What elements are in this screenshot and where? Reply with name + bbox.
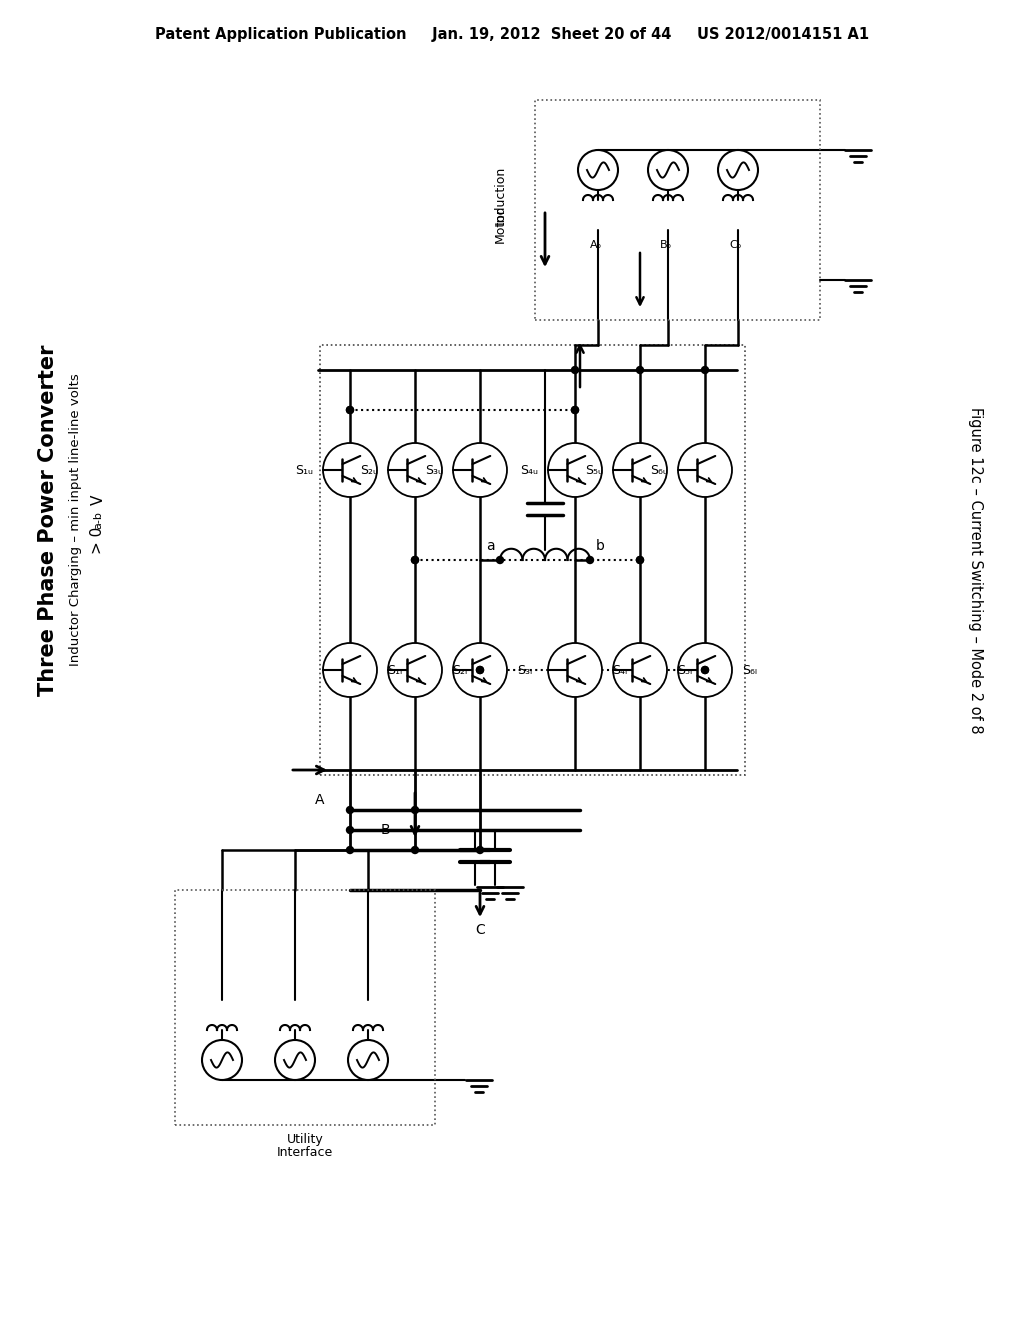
Text: S₆ᵤ: S₆ᵤ — [650, 463, 668, 477]
Text: S₄ᵤ: S₄ᵤ — [520, 463, 538, 477]
Circle shape — [388, 444, 442, 498]
Text: a: a — [485, 539, 495, 553]
Circle shape — [412, 807, 419, 813]
Circle shape — [202, 1040, 242, 1080]
Circle shape — [701, 367, 709, 374]
Circle shape — [701, 667, 709, 673]
Circle shape — [412, 557, 419, 564]
Circle shape — [476, 667, 483, 673]
Circle shape — [578, 150, 618, 190]
Circle shape — [476, 846, 483, 854]
Text: S₄ₗ: S₄ₗ — [612, 664, 627, 676]
Text: S₃ₗ: S₃ₗ — [517, 664, 532, 676]
Circle shape — [613, 643, 667, 697]
Circle shape — [701, 667, 709, 673]
Text: > 0: > 0 — [90, 527, 105, 553]
Text: Patent Application Publication     Jan. 19, 2012  Sheet 20 of 44     US 2012/001: Patent Application Publication Jan. 19, … — [155, 28, 869, 42]
Circle shape — [648, 150, 688, 190]
Circle shape — [718, 150, 758, 190]
Circle shape — [678, 643, 732, 697]
Circle shape — [348, 1040, 388, 1080]
Circle shape — [453, 643, 507, 697]
Circle shape — [548, 444, 602, 498]
Circle shape — [548, 643, 602, 697]
Text: Interface: Interface — [276, 1146, 333, 1159]
Circle shape — [388, 643, 442, 697]
Text: Cₒ: Cₒ — [730, 240, 742, 249]
Circle shape — [412, 846, 419, 854]
Text: S₆ₗ: S₆ₗ — [742, 664, 757, 676]
Text: Bₒ: Bₒ — [659, 240, 672, 249]
Circle shape — [275, 1040, 315, 1080]
Text: S₂ᵤ: S₂ᵤ — [360, 463, 378, 477]
Text: V: V — [90, 495, 105, 506]
Circle shape — [571, 407, 579, 413]
Text: B: B — [380, 822, 390, 837]
Text: S₁ᵤ: S₁ᵤ — [295, 463, 313, 477]
Bar — [535, 100, 820, 319]
Text: S₅ᵤ: S₅ᵤ — [585, 463, 603, 477]
Circle shape — [412, 557, 419, 564]
Text: Figure 12c – Current Switching – Mode 2 of 8: Figure 12c – Current Switching – Mode 2 … — [968, 407, 982, 734]
Bar — [319, 345, 745, 775]
Circle shape — [637, 557, 643, 564]
Circle shape — [613, 444, 667, 498]
Text: S₅ₗ: S₅ₗ — [677, 664, 692, 676]
Circle shape — [637, 557, 643, 564]
Text: Aₒ: Aₒ — [590, 240, 602, 249]
Circle shape — [323, 444, 377, 498]
Text: S₁ₗ: S₁ₗ — [387, 664, 402, 676]
Text: A: A — [315, 793, 325, 807]
Circle shape — [453, 444, 507, 498]
Text: Induction: Induction — [494, 166, 507, 224]
Bar — [175, 890, 435, 1125]
Text: S₃ᵤ: S₃ᵤ — [425, 463, 443, 477]
Circle shape — [637, 367, 643, 374]
Circle shape — [346, 407, 353, 413]
Text: a-b: a-b — [93, 511, 103, 529]
Text: C: C — [475, 923, 485, 937]
Text: S₂ₗ: S₂ₗ — [452, 664, 467, 676]
Circle shape — [346, 826, 353, 833]
Circle shape — [587, 557, 594, 564]
Text: Inductor Charging – min input line-line volts: Inductor Charging – min input line-line … — [70, 374, 83, 667]
Text: Utility: Utility — [287, 1133, 324, 1146]
Circle shape — [346, 407, 353, 413]
Circle shape — [497, 557, 504, 564]
Circle shape — [346, 807, 353, 813]
Circle shape — [571, 407, 579, 413]
Text: b: b — [596, 539, 604, 553]
Circle shape — [476, 667, 483, 673]
Circle shape — [678, 444, 732, 498]
Circle shape — [323, 643, 377, 697]
Text: Three Phase Power Converter: Three Phase Power Converter — [38, 345, 58, 696]
Circle shape — [571, 367, 579, 374]
Text: Motor: Motor — [494, 207, 507, 243]
Circle shape — [346, 846, 353, 854]
